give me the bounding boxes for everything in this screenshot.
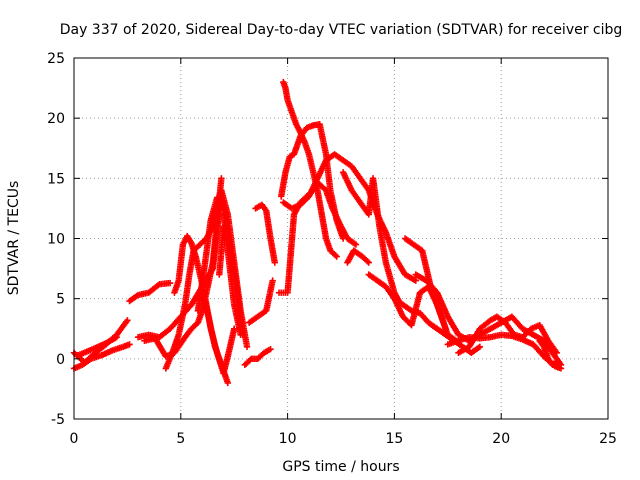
x-tick-label: 0 [70,431,79,447]
data-point [476,343,484,350]
chart-title: Day 337 of 2020, Sidereal Day-to-day VTE… [60,22,623,38]
axis-ticks: 0 5 10 15 20 25 -5 0 5 10 15 20 25 [47,51,617,447]
x-tick-label: 20 [492,431,510,447]
data-point [412,277,419,284]
y-tick-label: -5 [51,412,65,428]
data-point [243,343,251,350]
series-arc-14 [245,277,276,326]
data-point [553,358,560,365]
data-point [333,253,340,260]
data-point [166,279,174,287]
data-point [239,331,246,338]
data-point [269,277,276,284]
series-arc-10 [198,289,231,387]
series-arc-13 [241,346,274,369]
series-arc-15 [252,201,278,266]
data-point [224,379,231,387]
data-point [218,175,225,182]
x-tick-label: 5 [176,431,185,447]
y-tick-label: 25 [47,51,65,67]
series-arc-3 [75,333,120,359]
data-point [352,241,360,248]
x-tick-label: 15 [385,431,403,447]
x-tick-label: 10 [279,431,297,447]
data-points [70,78,565,387]
data-point [267,346,274,353]
data-point [124,317,131,324]
data-point [557,365,565,372]
series-arc-20 [339,169,405,308]
y-axis-label: SDTVAR / TECUs [6,181,22,296]
data-point [126,341,133,348]
y-tick-label: 5 [56,292,65,308]
data-point [553,349,560,357]
data-point [271,259,278,266]
x-tick-label: 25 [599,431,617,447]
data-point [113,333,120,341]
series-arc-21 [344,247,372,266]
series-arc-12 [216,223,246,338]
series-arc-2 [70,341,133,372]
y-tick-label: 20 [47,111,65,127]
series-arc-4 [126,279,174,305]
series-arc-28 [536,337,560,369]
grid [74,58,608,419]
x-axis-label: GPS time / hours [282,459,399,475]
y-tick-label: 0 [56,352,65,368]
series-arc-27 [444,331,565,372]
data-point [364,258,371,265]
y-tick-label: 15 [47,171,65,187]
data-point [332,252,339,259]
y-tick-label: 10 [47,232,65,248]
data-point [365,259,372,266]
